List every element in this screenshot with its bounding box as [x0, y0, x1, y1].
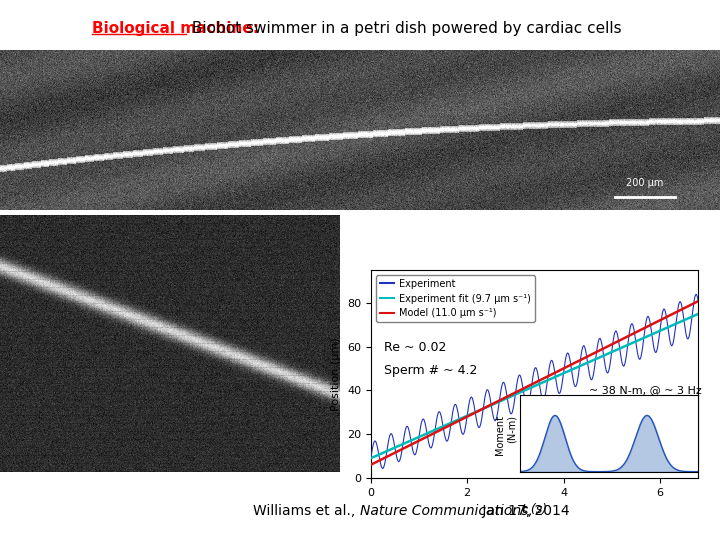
- Text: Moment
(N-m): Moment (N-m): [495, 415, 516, 455]
- Text: b: b: [367, 165, 380, 183]
- Text: Sperm # ~ 4.2: Sperm # ~ 4.2: [384, 364, 477, 377]
- Text: Re ~ 0.02: Re ~ 0.02: [384, 341, 446, 354]
- X-axis label: t (s): t (s): [522, 503, 547, 516]
- Text: Nature Communications,: Nature Communications,: [360, 504, 533, 518]
- Legend: Experiment, Experiment fit (9.7 μm s⁻¹), Model (11.0 μm s⁻¹): Experiment, Experiment fit (9.7 μm s⁻¹),…: [376, 275, 535, 322]
- Text: Jan 17, 2014: Jan 17, 2014: [478, 504, 570, 518]
- Text: Biological machine:: Biological machine:: [92, 21, 259, 36]
- Text: 200 μm: 200 μm: [626, 178, 664, 188]
- Text: Williams et al.,: Williams et al.,: [253, 504, 360, 518]
- Text: Biobot swimmer in a petri dish powered by cardiac cells: Biobot swimmer in a petri dish powered b…: [187, 21, 621, 36]
- Text: Time (s): Time (s): [647, 408, 692, 417]
- Text: Approach towards the wall of the petri dish: Approach towards the wall of the petri d…: [10, 186, 327, 201]
- Y-axis label: Position (μm): Position (μm): [331, 337, 341, 411]
- Text: ~ 38 N-m, @ ~ 3 Hz: ~ 38 N-m, @ ~ 3 Hz: [589, 384, 701, 395]
